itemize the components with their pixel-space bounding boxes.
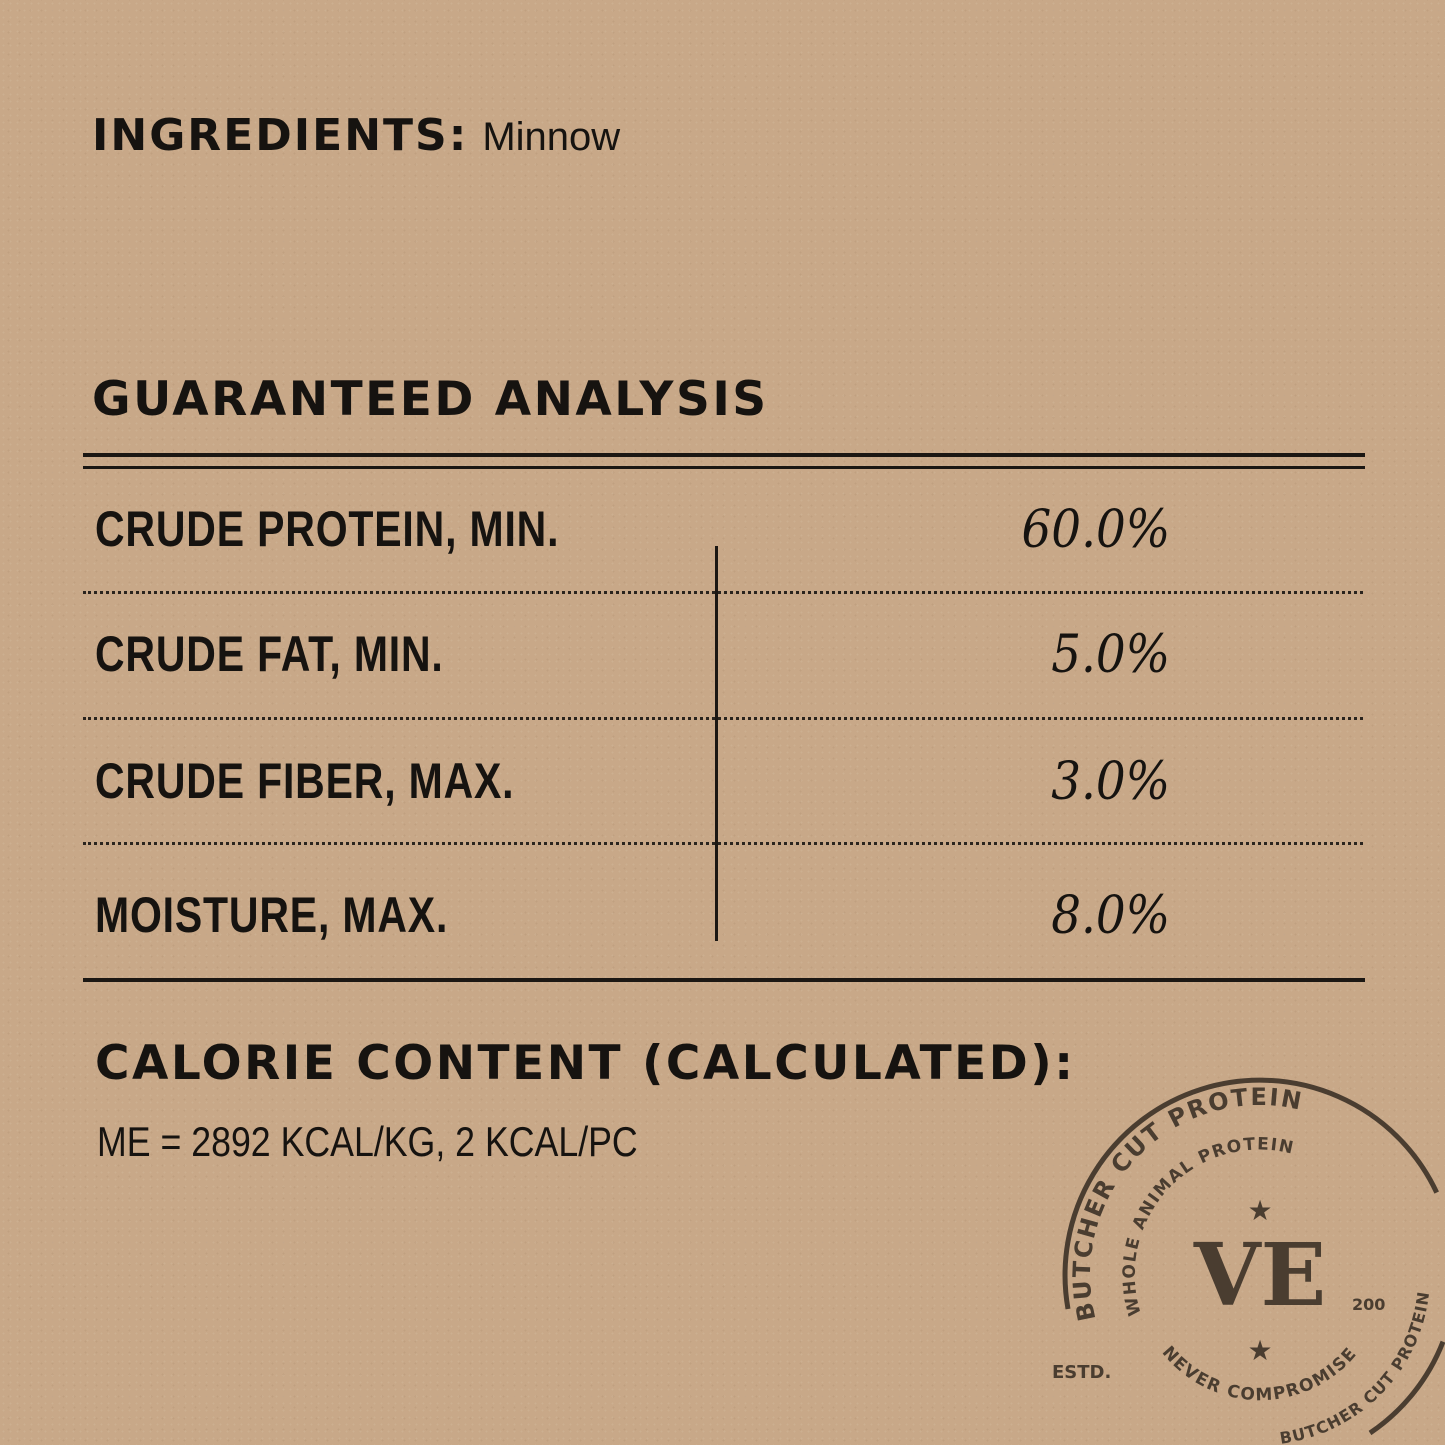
- calorie-title: CALORIE CONTENT (CALCULATED):: [95, 1036, 1076, 1091]
- row-value: 8.0%: [1051, 886, 1170, 946]
- stamp-rings: [1062, 1077, 1445, 1436]
- column-divider: [715, 546, 718, 941]
- ingredients-label: INGREDIENTS:: [92, 110, 469, 161]
- row-value: 5.0%: [1051, 625, 1170, 685]
- row-label: CRUDE FIBER, MAX.: [95, 753, 515, 809]
- brand-stamp-logo: BUTCHER CUT PROTEIN WHOLE ANIMAL PROTEIN…: [1052, 1077, 1445, 1445]
- star-icon: ★: [1247, 1334, 1272, 1367]
- stamp-estd: ESTD.: [1052, 1362, 1111, 1383]
- row-divider: [83, 717, 1363, 720]
- table-bottom-rule: [83, 978, 1365, 982]
- row-label: MOISTURE, MAX.: [95, 887, 449, 943]
- row-value: 3.0%: [1051, 752, 1170, 812]
- star-icon: ★: [1247, 1194, 1272, 1227]
- row-divider: [83, 591, 1363, 594]
- analysis-title: GUARANTEED ANALYSIS: [92, 372, 769, 427]
- stamp-year: 200: [1352, 1295, 1385, 1314]
- table-top-rule-2: [83, 466, 1365, 469]
- ingredients-line: INGREDIENTS: Minnow: [92, 110, 620, 161]
- row-label: CRUDE FAT, MIN.: [95, 626, 444, 682]
- calorie-value: ME = 2892 KCAL/KG, 2 KCAL/PC: [97, 1118, 638, 1165]
- row-divider: [83, 842, 1363, 845]
- row-label: CRUDE PROTEIN, MIN.: [95, 501, 560, 557]
- ingredients-value: Minnow: [482, 115, 621, 159]
- stamp-logo-ve: VE: [1193, 1225, 1326, 1326]
- row-value: 60.0%: [1021, 500, 1170, 560]
- table-top-rule: [83, 453, 1365, 457]
